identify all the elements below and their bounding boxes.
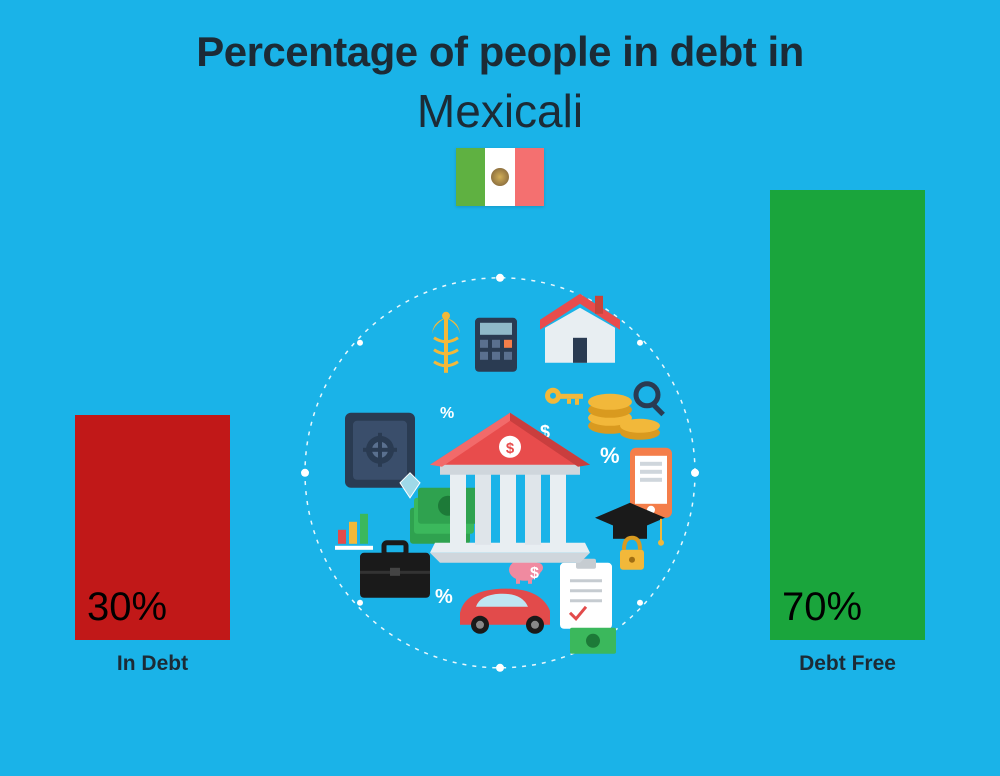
svg-text:$: $: [506, 440, 515, 457]
svg-text:%: %: [440, 405, 454, 422]
flag-emblem-icon: [491, 168, 509, 186]
page-title: Percentage of people in debt in: [0, 0, 1000, 76]
bar-label-in-debt: In Debt: [117, 652, 188, 676]
finance-illustration-svg: % % % $ $: [290, 263, 710, 683]
page-subtitle: Mexicali: [0, 84, 1000, 138]
bar-label-debt-free: Debt Free: [799, 652, 896, 676]
finance-illustration: % % % $ $: [290, 263, 710, 683]
bar-rect-debt-free: 70%: [770, 190, 925, 640]
chart-area: 30% In Debt 70% Debt Free: [0, 196, 1000, 716]
svg-text:%: %: [600, 443, 620, 468]
svg-text:$: $: [530, 565, 539, 582]
bar-rect-in-debt: 30%: [75, 415, 230, 640]
bar-debt-free: 70% Debt Free: [770, 190, 925, 676]
bar-value-debt-free: 70%: [782, 585, 862, 630]
bar-in-debt: 30% In Debt: [75, 415, 230, 676]
svg-text:%: %: [435, 586, 453, 608]
bar-value-in-debt: 30%: [87, 585, 167, 630]
